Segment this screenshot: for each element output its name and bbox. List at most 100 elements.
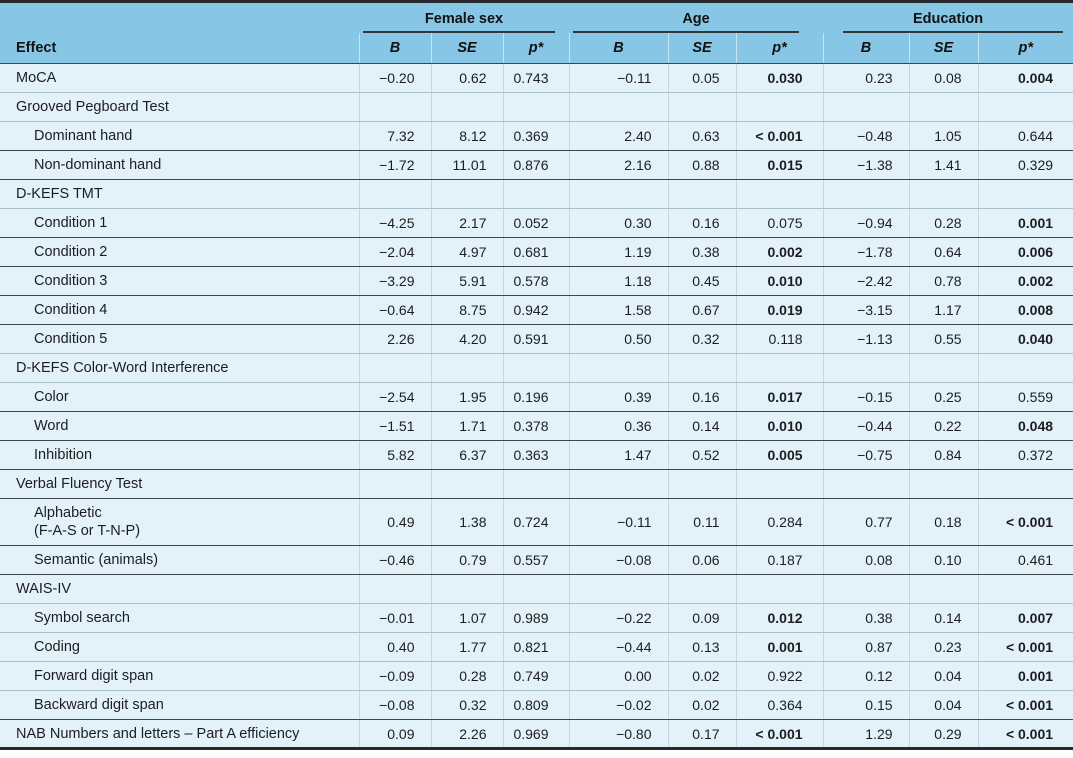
value-cell: 0.55 xyxy=(908,324,979,354)
table-row: Condition 5 2.26 4.20 0.591 0.50 0.32 0.118 −1.… xyxy=(0,324,1073,354)
empty-cell xyxy=(822,574,910,604)
empty-corner-cell xyxy=(0,1,359,33)
empty-cell xyxy=(568,469,669,499)
effect-label: Dominant hand xyxy=(0,121,359,151)
value-cell: −0.22 xyxy=(568,603,669,633)
empty-cell xyxy=(568,574,669,604)
value-cell: 0.040 xyxy=(977,324,1073,354)
value-cell: −0.08 xyxy=(358,690,431,720)
empty-cell xyxy=(822,92,910,122)
value-cell: 0.62 xyxy=(430,63,503,93)
value-cell: 0.40 xyxy=(358,632,431,662)
value-cell: 2.26 xyxy=(358,324,431,354)
value-cell: 0.06 xyxy=(667,545,737,575)
value-cell: −0.48 xyxy=(822,121,910,151)
value-cell: 0.04 xyxy=(908,690,979,720)
effect-label: Condition 4 xyxy=(0,295,359,325)
value-cell: 0.010 xyxy=(735,266,824,296)
se-column-header: SE xyxy=(908,32,979,64)
empty-cell xyxy=(568,179,669,209)
table-body: MoCA −0.20 0.62 0.743 −0.11 0.05 0.030 0.23 0.08… xyxy=(0,63,1073,749)
table-row: Condition 2 −2.04 4.97 0.681 1.19 0.38 0.002 −1… xyxy=(0,237,1073,267)
value-cell: 0.17 xyxy=(667,719,737,749)
value-cell: 0.007 xyxy=(977,603,1073,633)
value-cell: 0.329 xyxy=(977,150,1073,180)
value-cell: 0.017 xyxy=(735,382,824,412)
value-cell: −3.15 xyxy=(822,295,910,325)
empty-cell xyxy=(430,92,503,122)
empty-cell xyxy=(977,92,1073,122)
value-cell: 0.32 xyxy=(667,324,737,354)
value-cell: −2.42 xyxy=(822,266,910,296)
value-cell: 0.578 xyxy=(502,266,570,296)
empty-cell xyxy=(977,469,1073,499)
effect-label: Condition 5 xyxy=(0,324,359,354)
value-cell: 0.030 xyxy=(735,63,824,93)
value-cell: 0.78 xyxy=(908,266,979,296)
group-label-female-sex: Female sex xyxy=(424,10,504,27)
value-cell: −0.46 xyxy=(358,545,431,575)
empty-cell xyxy=(358,353,431,383)
section-label: Grooved Pegboard Test xyxy=(0,92,359,122)
value-cell: 1.17 xyxy=(908,295,979,325)
value-cell: 0.809 xyxy=(502,690,570,720)
value-cell: 0.38 xyxy=(667,237,737,267)
p-column-header: p* xyxy=(735,32,824,64)
effect-label: Condition 1 xyxy=(0,208,359,238)
value-cell: −2.04 xyxy=(358,237,431,267)
value-cell: < 0.001 xyxy=(735,719,824,749)
value-cell: 0.118 xyxy=(735,324,824,354)
value-cell: 8.12 xyxy=(430,121,503,151)
column-group-row: Female sex Age Education xyxy=(0,1,1073,33)
empty-cell xyxy=(502,574,570,604)
empty-cell xyxy=(430,353,503,383)
value-cell: 0.075 xyxy=(735,208,824,238)
b-column-header: B xyxy=(568,32,669,64)
value-cell: 1.05 xyxy=(908,121,979,151)
value-cell: 0.14 xyxy=(667,411,737,441)
value-cell: 0.001 xyxy=(977,208,1073,238)
value-cell: 0.16 xyxy=(667,208,737,238)
value-cell: 0.557 xyxy=(502,545,570,575)
empty-cell xyxy=(977,353,1073,383)
empty-cell xyxy=(358,574,431,604)
table-row: Coding 0.40 1.77 0.821 −0.44 0.13 0.001 0.87 0.2… xyxy=(0,632,1073,662)
value-cell: 0.724 xyxy=(502,498,570,546)
value-cell: −0.09 xyxy=(358,661,431,691)
value-cell: 0.09 xyxy=(667,603,737,633)
value-cell: −0.75 xyxy=(822,440,910,470)
effect-label: Semantic (animals) xyxy=(0,545,359,575)
value-cell: 0.50 xyxy=(568,324,669,354)
empty-cell xyxy=(502,92,570,122)
value-cell: < 0.001 xyxy=(977,498,1073,546)
value-cell: 0.052 xyxy=(502,208,570,238)
empty-cell xyxy=(822,179,910,209)
value-cell: 1.29 xyxy=(822,719,910,749)
table-header: Female sex Age Education Effect B SE p* … xyxy=(0,1,1073,64)
value-cell: 0.006 xyxy=(977,237,1073,267)
effect-label: Condition 3 xyxy=(0,266,359,296)
value-cell: 0.048 xyxy=(977,411,1073,441)
value-cell: 0.38 xyxy=(822,603,910,633)
value-cell: −2.54 xyxy=(358,382,431,412)
empty-cell xyxy=(568,92,669,122)
value-cell: 0.005 xyxy=(735,440,824,470)
section-label: D-KEFS TMT xyxy=(0,179,359,209)
value-cell: 0.821 xyxy=(502,632,570,662)
value-cell: −3.29 xyxy=(358,266,431,296)
empty-cell xyxy=(908,179,979,209)
value-cell: 4.97 xyxy=(430,237,503,267)
value-cell: 1.47 xyxy=(568,440,669,470)
value-cell: 0.019 xyxy=(735,295,824,325)
empty-cell xyxy=(908,353,979,383)
effect-label: Alphabetic (F-A-S or T-N-P) xyxy=(0,498,359,546)
value-cell: 0.52 xyxy=(667,440,737,470)
table-row: Symbol search −0.01 1.07 0.989 −0.22 0.09 0.01… xyxy=(0,603,1073,633)
value-cell: −0.80 xyxy=(568,719,669,749)
value-cell: −1.51 xyxy=(358,411,431,441)
value-cell: 0.05 xyxy=(667,63,737,93)
table-row: Condition 1 −4.25 2.17 0.052 0.30 0.16 0.075 −0… xyxy=(0,208,1073,238)
spanner-rule xyxy=(573,30,800,33)
value-cell: 0.001 xyxy=(735,632,824,662)
